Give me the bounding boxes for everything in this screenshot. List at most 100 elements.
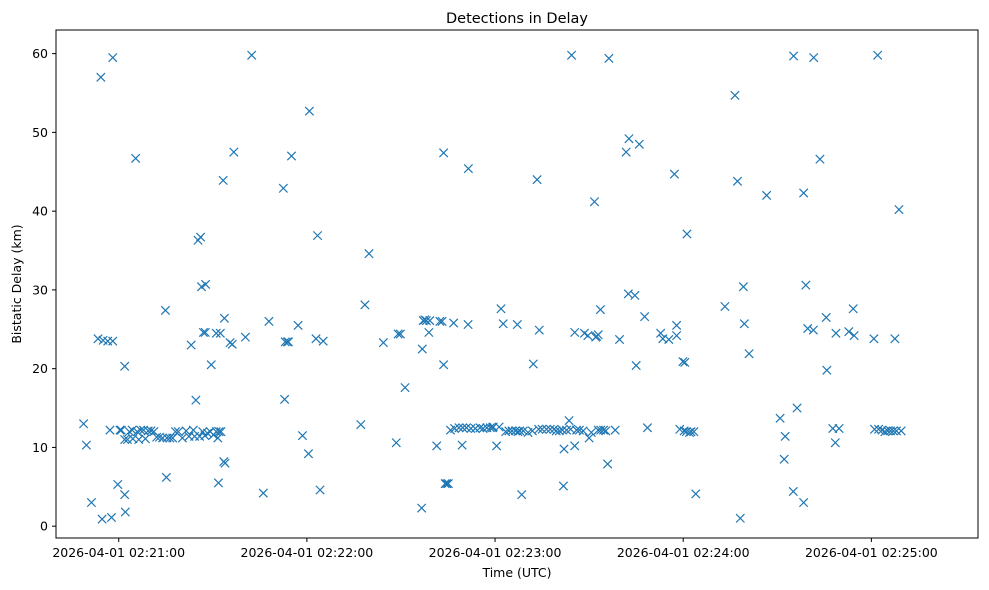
- data-point: [318, 336, 328, 346]
- data-point: [315, 485, 325, 495]
- data-point: [161, 472, 172, 482]
- y-axis-label: Bistatic Delay (km): [9, 224, 24, 343]
- data-point: [534, 424, 544, 434]
- data-point: [360, 300, 370, 310]
- data-point: [466, 423, 476, 434]
- data-point: [86, 497, 97, 508]
- data-point: [424, 327, 434, 338]
- data-point: [621, 147, 631, 157]
- plot-area: [56, 30, 978, 538]
- data-point: [848, 304, 858, 314]
- x-tick-label: 2026-04-01 02:24:00: [617, 545, 750, 560]
- data-point: [400, 382, 410, 393]
- data-point: [463, 319, 473, 330]
- y-tick-label: 30: [32, 282, 48, 297]
- data-point: [849, 330, 859, 341]
- data-point: [293, 320, 303, 330]
- data-point: [869, 424, 880, 434]
- data-point: [202, 428, 213, 438]
- data-point: [730, 90, 740, 100]
- data-point: [799, 188, 809, 198]
- data-point: [512, 319, 522, 330]
- data-point: [491, 441, 502, 451]
- y-axis: 0 10 20 30 40 50 60: [32, 46, 56, 534]
- data-point: [515, 426, 525, 436]
- data-point: [720, 301, 730, 312]
- data-point: [566, 50, 577, 60]
- data-point: [81, 440, 92, 450]
- data-point: [873, 424, 884, 434]
- data-point: [475, 423, 485, 433]
- data-point: [438, 148, 449, 158]
- data-point: [672, 330, 682, 341]
- data-point: [463, 163, 474, 174]
- data-point: [680, 357, 690, 367]
- data-point: [96, 72, 106, 82]
- data-point: [808, 325, 818, 335]
- data-point: [247, 50, 257, 60]
- data-point: [127, 425, 137, 435]
- data-point: [630, 290, 640, 301]
- data-point: [206, 360, 216, 370]
- y-tick-label: 20: [32, 361, 48, 376]
- data-point: [454, 423, 464, 433]
- data-point: [830, 438, 840, 448]
- data-point: [286, 151, 297, 161]
- data-point: [425, 315, 435, 326]
- x-tick-label: 2026-04-01 02:23:00: [429, 545, 562, 560]
- data-point: [421, 315, 431, 326]
- data-point: [211, 328, 221, 338]
- data-point: [744, 349, 754, 359]
- data-point: [788, 486, 798, 497]
- data-point: [378, 338, 389, 348]
- y-tick-label: 50: [32, 125, 48, 140]
- x-tick-label: 2026-04-01 02:25:00: [805, 545, 938, 560]
- data-point: [278, 183, 288, 193]
- data-point: [213, 478, 224, 488]
- data-point: [195, 232, 206, 242]
- data-point: [485, 423, 495, 433]
- plot-frame: [55, 29, 979, 539]
- x-axis-label: Time (UTC): [481, 565, 551, 580]
- data-point: [220, 458, 230, 468]
- data-point: [732, 176, 743, 186]
- data-point: [443, 479, 453, 489]
- data-point: [304, 106, 315, 116]
- data-point: [586, 427, 596, 438]
- data-point: [792, 403, 802, 413]
- data-point: [218, 175, 228, 186]
- data-point: [449, 318, 459, 328]
- data-point: [682, 229, 692, 239]
- x-tick-label: 2026-04-01 02:21:00: [52, 545, 185, 560]
- data-point: [124, 427, 135, 437]
- data-point: [775, 413, 785, 423]
- data-point: [528, 359, 538, 369]
- data-point: [78, 419, 89, 429]
- data-point: [541, 424, 552, 434]
- data-point: [634, 139, 644, 149]
- data-point: [93, 334, 103, 344]
- data-point: [595, 304, 606, 315]
- data-point: [788, 51, 799, 61]
- data-point: [494, 422, 504, 432]
- data-point: [437, 316, 447, 327]
- data-point: [686, 427, 696, 437]
- data-point: [200, 279, 211, 290]
- data-point: [131, 153, 141, 164]
- data-point: [364, 249, 374, 259]
- data-point: [280, 337, 290, 347]
- data-point: [440, 479, 450, 489]
- data-point: [669, 169, 680, 179]
- data-point: [799, 497, 809, 508]
- data-point: [762, 190, 772, 201]
- data-point: [614, 334, 625, 345]
- data-point: [120, 490, 130, 500]
- data-point: [604, 53, 614, 63]
- data-point: [809, 52, 819, 63]
- data-point: [593, 330, 603, 340]
- data-point: [510, 426, 521, 436]
- data-point: [601, 426, 611, 436]
- data-point: [691, 489, 701, 499]
- data-point: [160, 305, 171, 316]
- data-point: [869, 334, 879, 344]
